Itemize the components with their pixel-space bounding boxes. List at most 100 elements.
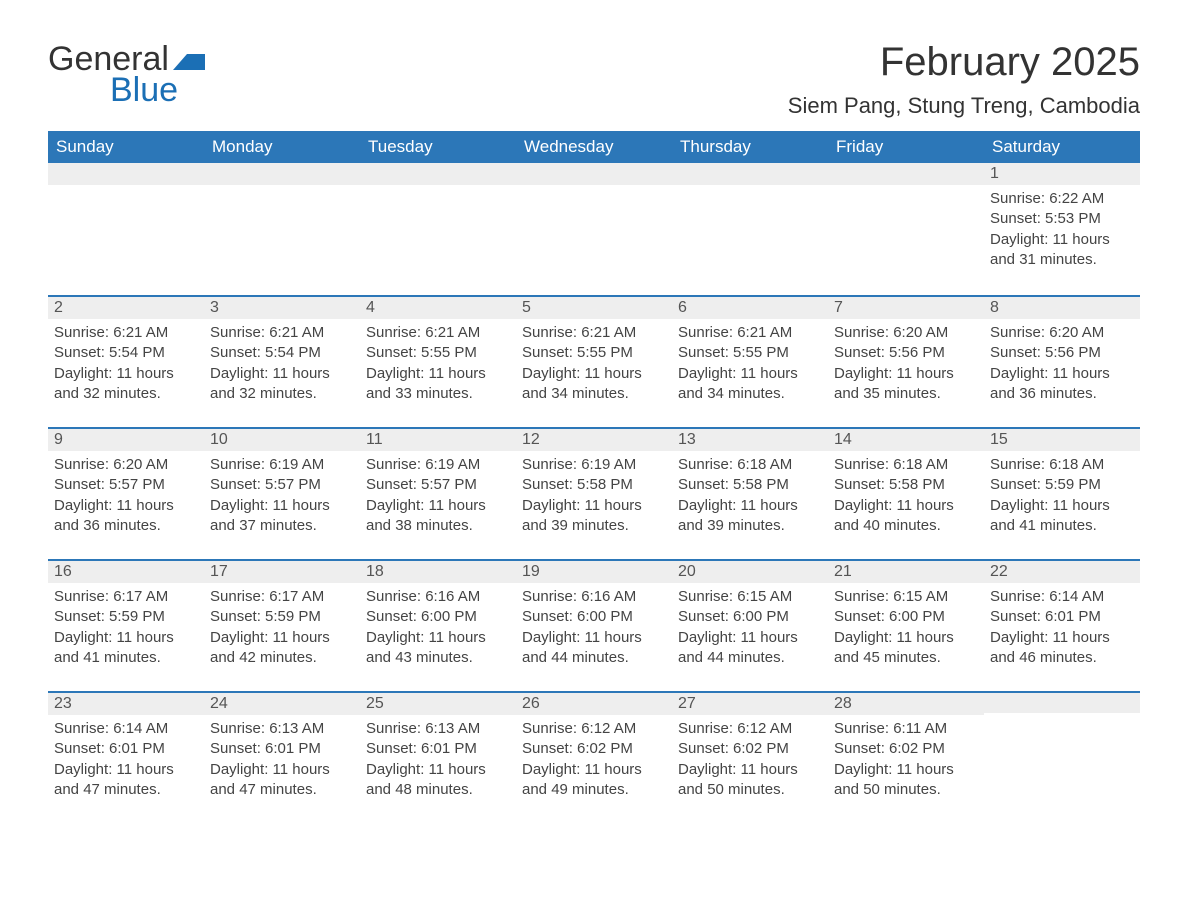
- empty-day-bar: [204, 163, 360, 185]
- month-title: February 2025: [788, 40, 1140, 85]
- calendar-cell: 8Sunrise: 6:20 AMSunset: 5:56 PMDaylight…: [984, 295, 1140, 427]
- daylight-line: Daylight: 11 hours and 39 minutes.: [522, 496, 666, 537]
- calendar-cell: 21 Sunrise: 6:15 AMSunset: 6:00 PMDayligh…: [828, 559, 984, 691]
- day-number: 11: [360, 427, 516, 451]
- day-details: Sunrise: 6:11 AMSunset: 6:02 PMDaylight:…: [828, 715, 984, 804]
- calendar-cell: 4Sunrise: 6:21 AMSunset: 5:55 PMDaylight…: [360, 295, 516, 427]
- sunset-line: Sunset: 5:57 PM: [366, 475, 510, 495]
- sunset-line: Sunset: 6:02 PM: [678, 739, 822, 759]
- daylight-line: Daylight: 11 hours and 48 minutes.: [366, 760, 510, 801]
- sunset-line: Sunset: 6:02 PM: [834, 739, 978, 759]
- calendar-week-row: 16Sunrise: 6:17 AMSunset: 5:59 PMDayligh…: [48, 559, 1140, 691]
- sunrise-line: Sunrise: 6:13 AM: [210, 719, 354, 739]
- daylight-line: Daylight: 11 hours and 42 minutes.: [210, 628, 354, 669]
- weekday-header: Tuesday: [360, 131, 516, 163]
- sunrise-line: Sunrise: 6:16 AM: [366, 587, 510, 607]
- sunrise-line: Sunrise: 6:13 AM: [366, 719, 510, 739]
- daylight-line: Daylight: 11 hours and 32 minutes.: [54, 364, 198, 405]
- calendar-cell: [984, 691, 1140, 823]
- calendar-cell: 6Sunrise: 6:21 AMSunset: 5:55 PMDaylight…: [672, 295, 828, 427]
- day-details: Sunrise: 6:16 AMSunset: 6:00 PMDaylight:…: [516, 583, 672, 672]
- calendar-cell: 12Sunrise: 6:19 AMSunset: 5:58 PMDayligh…: [516, 427, 672, 559]
- day-details: Sunrise: 6:17 AMSunset: 5:59 PMDaylight:…: [48, 583, 204, 672]
- day-number: 2: [48, 295, 204, 319]
- calendar-cell: [516, 163, 672, 295]
- sunset-line: Sunset: 6:01 PM: [366, 739, 510, 759]
- sunrise-line: Sunrise: 6:12 AM: [522, 719, 666, 739]
- daylight-line: Daylight: 11 hours and 36 minutes.: [54, 496, 198, 537]
- calendar-cell: [48, 163, 204, 295]
- day-number: 23: [48, 691, 204, 715]
- calendar-cell: [204, 163, 360, 295]
- day-details: Sunrise: 6:16 AMSunset: 6:00 PMDaylight:…: [360, 583, 516, 672]
- sunset-line: Sunset: 5:55 PM: [678, 343, 822, 363]
- day-details: Sunrise: 6:12 AMSunset: 6:02 PMDaylight:…: [516, 715, 672, 804]
- sunset-line: Sunset: 5:59 PM: [54, 607, 198, 627]
- day-number: 6: [672, 295, 828, 319]
- day-details: Sunrise: 6:13 AMSunset: 6:01 PMDaylight:…: [204, 715, 360, 804]
- sunset-line: Sunset: 6:00 PM: [834, 607, 978, 627]
- sunrise-line: Sunrise: 6:19 AM: [522, 455, 666, 475]
- day-details: Sunrise: 6:18 AMSunset: 5:59 PMDaylight:…: [984, 451, 1140, 540]
- sunset-line: Sunset: 5:58 PM: [678, 475, 822, 495]
- daylight-line: Daylight: 11 hours and 35 minutes.: [834, 364, 978, 405]
- daylight-line: Daylight: 11 hours and 44 minutes.: [678, 628, 822, 669]
- day-number: 12: [516, 427, 672, 451]
- day-number: 25: [360, 691, 516, 715]
- sunset-line: Sunset: 5:58 PM: [834, 475, 978, 495]
- day-number: 10: [204, 427, 360, 451]
- daylight-line: Daylight: 11 hours and 45 minutes.: [834, 628, 978, 669]
- day-number: 22: [984, 559, 1140, 583]
- day-details: Sunrise: 6:20 AMSunset: 5:56 PMDaylight:…: [984, 319, 1140, 408]
- logo: General Blue: [48, 40, 205, 110]
- logo-triangle-icon: [173, 54, 205, 70]
- calendar-cell: 19Sunrise: 6:16 AMSunset: 6:00 PMDayligh…: [516, 559, 672, 691]
- empty-day-bar: [360, 163, 516, 185]
- daylight-line: Daylight: 11 hours and 34 minutes.: [522, 364, 666, 405]
- daylight-line: Daylight: 11 hours and 47 minutes.: [54, 760, 198, 801]
- sunset-line: Sunset: 6:02 PM: [522, 739, 666, 759]
- calendar-body: 1Sunrise: 6:22 AMSunset: 5:53 PMDaylight…: [48, 163, 1140, 823]
- calendar-cell: 3Sunrise: 6:21 AMSunset: 5:54 PMDaylight…: [204, 295, 360, 427]
- sunrise-line: Sunrise: 6:22 AM: [990, 189, 1134, 209]
- day-details: Sunrise: 6:12 AMSunset: 6:02 PMDaylight:…: [672, 715, 828, 804]
- day-details: Sunrise: 6:13 AMSunset: 6:01 PMDaylight:…: [360, 715, 516, 804]
- sunrise-line: Sunrise: 6:12 AM: [678, 719, 822, 739]
- sunrise-line: Sunrise: 6:19 AM: [210, 455, 354, 475]
- day-number: 13: [672, 427, 828, 451]
- calendar-cell: 13Sunrise: 6:18 AMSunset: 5:58 PMDayligh…: [672, 427, 828, 559]
- sunrise-line: Sunrise: 6:20 AM: [990, 323, 1134, 343]
- day-details: Sunrise: 6:18 AMSunset: 5:58 PMDaylight:…: [828, 451, 984, 540]
- daylight-line: Daylight: 11 hours and 44 minutes.: [522, 628, 666, 669]
- sunrise-line: Sunrise: 6:19 AM: [366, 455, 510, 475]
- day-number: 3: [204, 295, 360, 319]
- sunrise-line: Sunrise: 6:15 AM: [834, 587, 978, 607]
- day-details: Sunrise: 6:21 AMSunset: 5:55 PMDaylight:…: [360, 319, 516, 408]
- day-details: Sunrise: 6:21 AMSunset: 5:55 PMDaylight:…: [672, 319, 828, 408]
- day-details: Sunrise: 6:19 AMSunset: 5:57 PMDaylight:…: [204, 451, 360, 540]
- daylight-line: Daylight: 11 hours and 38 minutes.: [366, 496, 510, 537]
- sunset-line: Sunset: 5:55 PM: [366, 343, 510, 363]
- daylight-line: Daylight: 11 hours and 40 minutes.: [834, 496, 978, 537]
- sunset-line: Sunset: 5:54 PM: [210, 343, 354, 363]
- calendar-cell: 25Sunrise: 6:13 AMSunset: 6:01 PMDayligh…: [360, 691, 516, 823]
- calendar-cell: 7Sunrise: 6:20 AMSunset: 5:56 PMDaylight…: [828, 295, 984, 427]
- day-details: Sunrise: 6:17 AMSunset: 5:59 PMDaylight:…: [204, 583, 360, 672]
- calendar-cell: 28Sunrise: 6:11 AMSunset: 6:02 PMDayligh…: [828, 691, 984, 823]
- sunset-line: Sunset: 6:00 PM: [522, 607, 666, 627]
- calendar-cell: 2Sunrise: 6:21 AMSunset: 5:54 PMDaylight…: [48, 295, 204, 427]
- day-number: 28: [828, 691, 984, 715]
- day-details: Sunrise: 6:21 AMSunset: 5:54 PMDaylight:…: [48, 319, 204, 408]
- empty-day-bar: [48, 163, 204, 185]
- empty-day-bar: [828, 163, 984, 185]
- sunset-line: Sunset: 6:01 PM: [210, 739, 354, 759]
- weekday-header-row: SundayMondayTuesdayWednesdayThursdayFrid…: [48, 131, 1140, 163]
- empty-day-bar: [984, 691, 1140, 713]
- day-number: 21: [828, 559, 984, 583]
- day-details: Sunrise: 6:15 AMSunset: 6:00 PMDaylight:…: [672, 583, 828, 672]
- sunrise-line: Sunrise: 6:21 AM: [522, 323, 666, 343]
- calendar-cell: 14Sunrise: 6:18 AMSunset: 5:58 PMDayligh…: [828, 427, 984, 559]
- sunrise-line: Sunrise: 6:21 AM: [678, 323, 822, 343]
- weekday-header: Sunday: [48, 131, 204, 163]
- day-details: Sunrise: 6:21 AMSunset: 5:55 PMDaylight:…: [516, 319, 672, 408]
